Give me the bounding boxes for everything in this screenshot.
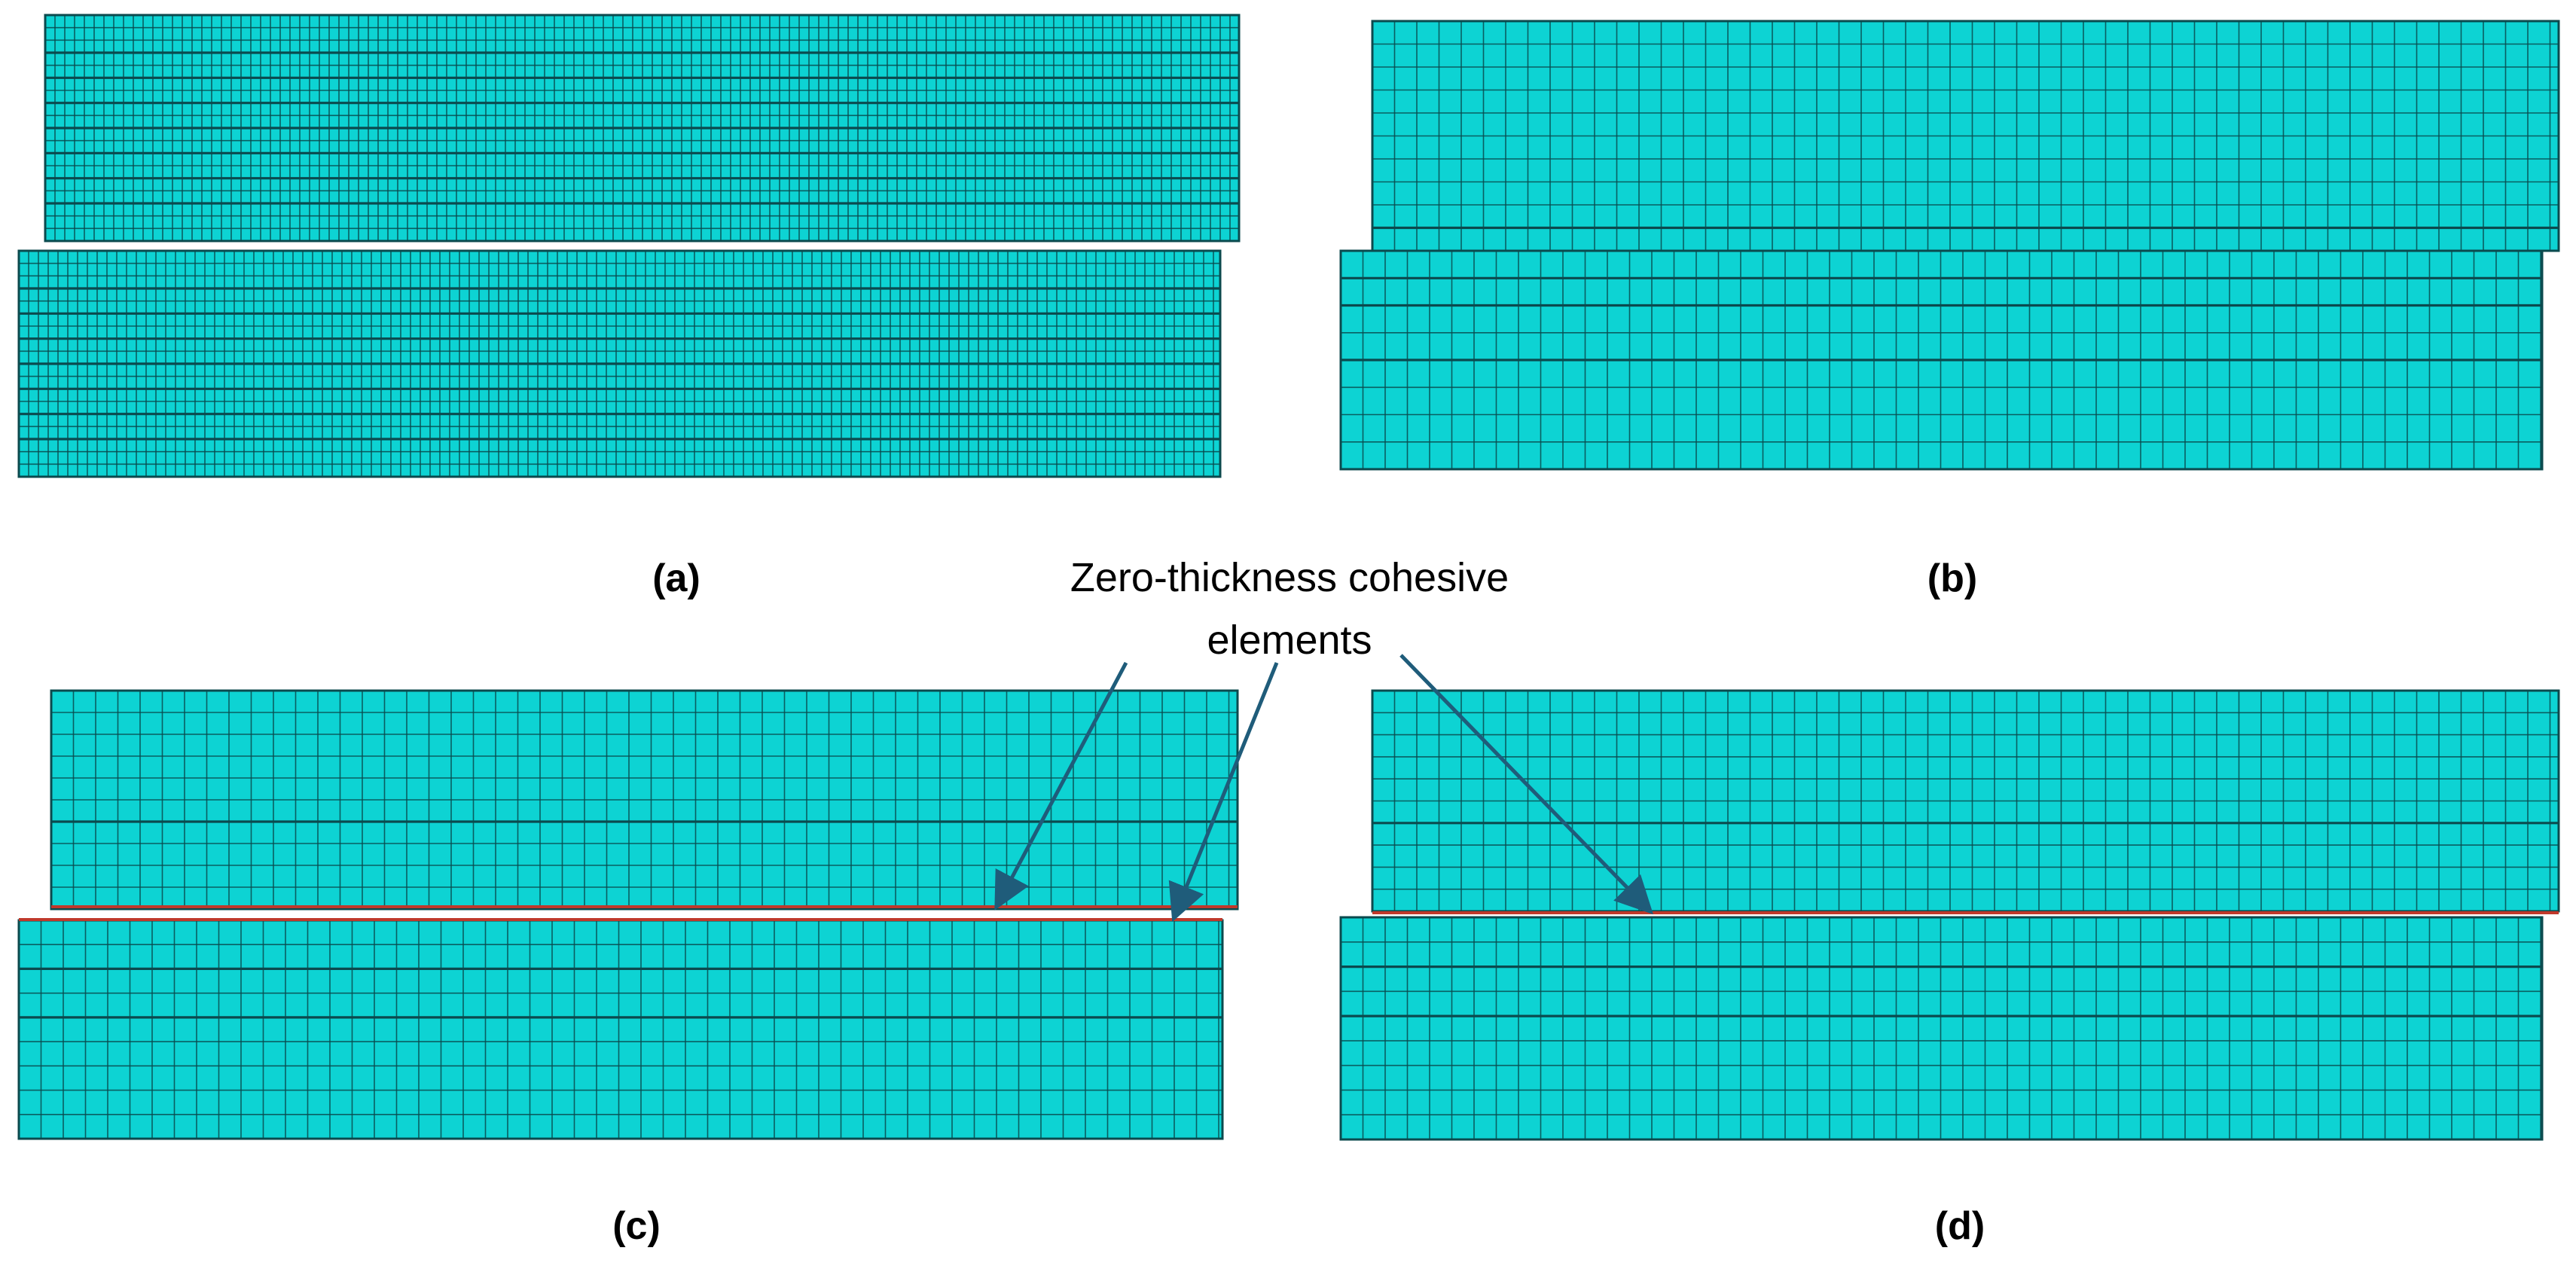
arrow-to-panel-d-cohesive <box>1399 654 1653 915</box>
panel-d-mesh <box>1339 689 2560 1141</box>
panel-c-bottom-block <box>17 919 1224 1140</box>
panel-b-bottom-block <box>1339 249 2544 471</box>
arrow-to-panel-c-upper-cohesive <box>994 661 1128 911</box>
panel-a-mesh <box>17 14 1241 478</box>
panel-d-bottom-block <box>1339 916 2544 1141</box>
panel-c-top-block <box>50 689 1239 911</box>
panel-label-d: (d) <box>1935 1204 1985 1248</box>
panel-a-top-block <box>44 14 1241 243</box>
panel-label-a: (a) <box>652 557 700 600</box>
panel-label-b: (b) <box>1927 557 1977 600</box>
arrow-to-panel-c-lower-cohesive <box>1168 662 1279 923</box>
annotation-line-1: Zero-thickness cohesive <box>1070 555 1509 600</box>
panel-c-mesh <box>17 689 1239 1140</box>
panel-label-c: (c) <box>612 1204 661 1248</box>
panel-a-bottom-block <box>17 249 1222 478</box>
panel-b-mesh <box>1339 20 2560 471</box>
panel-d-top-block <box>1371 689 2560 913</box>
panel-b-top-block <box>1371 20 2560 252</box>
annotation-line-2: elements <box>1207 618 1372 663</box>
